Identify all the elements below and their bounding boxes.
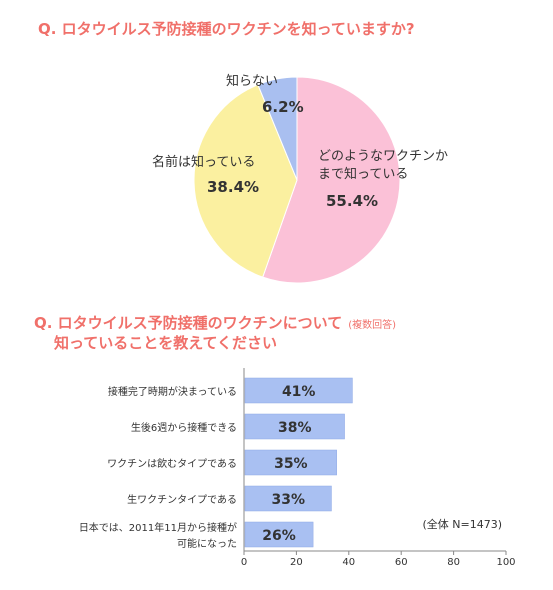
bar-value-label: 33% [271, 492, 305, 508]
bar-value-label: 35% [274, 456, 308, 472]
bar [244, 521, 314, 548]
bar-question-title-line1: Q. ロタウイルス予防接種のワクチンについて (複数回答) [34, 314, 396, 335]
bar-category-label: 日本では、2011年11月から接種が [79, 521, 237, 534]
x-tick-label: 20 [290, 557, 303, 568]
bar-question-title-line2: 知っていることを教えてください [54, 334, 278, 352]
pie-question-title: Q. ロタウイルス予防接種のワクチンを知っていますか? [38, 20, 415, 38]
bar [244, 413, 345, 440]
bar-question-title-text: Q. ロタウイルス予防接種のワクチンについて [34, 314, 343, 332]
multiple-answer-note: (複数回答) [348, 320, 397, 331]
x-tick-label: 60 [395, 557, 408, 568]
bar-value-label: 26% [262, 528, 296, 544]
x-tick-label: 80 [447, 557, 460, 568]
pie-slice-label: 名前は知っている [152, 154, 255, 170]
bar-category-label: 生ワクチンタイプである [127, 493, 237, 506]
pie-slice-label: どのようなワクチンか [318, 149, 448, 164]
x-tick-label: 40 [342, 557, 355, 568]
bar [244, 449, 337, 476]
pie-slice-value: 55.4% [326, 192, 378, 210]
bar-value-label: 41% [282, 384, 316, 400]
x-tick-label: 100 [496, 557, 515, 568]
pie-slice [257, 76, 298, 181]
pie-slice-label: 知らない [226, 73, 278, 89]
pie-slice [193, 84, 298, 278]
sample-size-note: (全体 N=1473) [422, 517, 502, 531]
bar-category-label: 接種完了時期が決まっている [108, 385, 237, 398]
bar [244, 485, 332, 512]
x-tick-label: 0 [241, 557, 247, 568]
bar [244, 377, 353, 404]
pie-slice-value: 38.4% [207, 178, 259, 196]
bar-value-label: 38% [278, 420, 312, 436]
bar-category-label: 生後6週から接種できる [131, 421, 237, 434]
bar-category-label: ワクチンは飲むタイプである [107, 457, 237, 470]
bar-category-label: 可能になった [177, 537, 237, 550]
pie-slice-label: まで知っている [318, 166, 408, 182]
pie-slice-value: 6.2% [262, 98, 304, 116]
